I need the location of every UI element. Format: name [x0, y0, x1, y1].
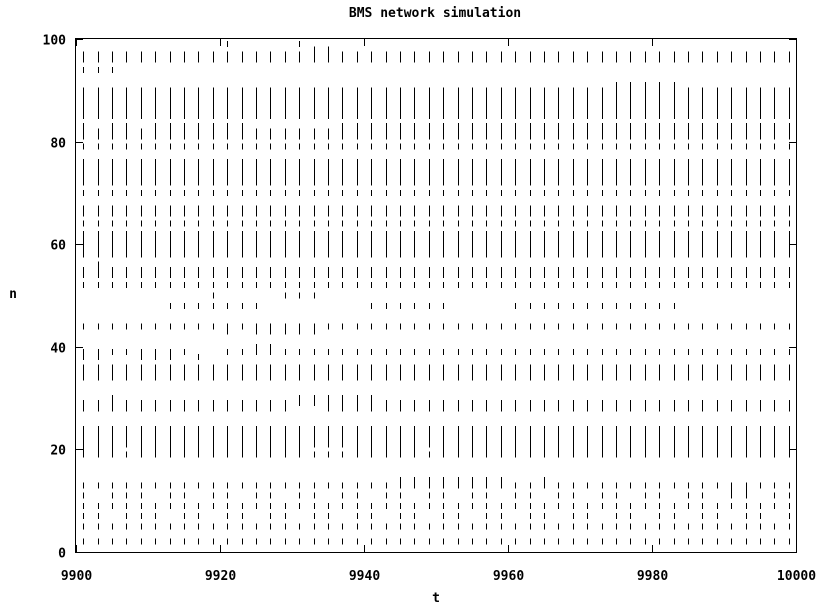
y-tick-label: 0 [58, 547, 66, 562]
axis-ticks [76, 39, 797, 553]
plot-frame [75, 38, 797, 553]
x-tick-label: 9980 [637, 569, 668, 584]
y-tick-labels: 0 20 40 60 80 100 [43, 34, 67, 562]
x-tick-label: 9960 [493, 569, 524, 584]
y-tick-label: 80 [50, 137, 66, 152]
x-tick-label: 10000 [777, 569, 816, 584]
x-axis-label: t [432, 591, 440, 605]
x-tick-label: 9900 [61, 569, 92, 584]
spike-marks [83, 41, 790, 545]
x-tick-labels: 9900 9920 9940 9960 9980 10000 [61, 569, 816, 584]
y-axis-label: n [9, 287, 17, 302]
y-tick-label: 40 [50, 342, 66, 357]
y-tick-label: 100 [43, 34, 67, 49]
chart-title: BMS network simulation [349, 6, 521, 21]
x-tick-label: 9920 [205, 569, 236, 584]
y-tick-label: 20 [50, 444, 66, 459]
x-tick-label: 9940 [349, 569, 380, 584]
y-tick-label: 60 [50, 239, 66, 254]
